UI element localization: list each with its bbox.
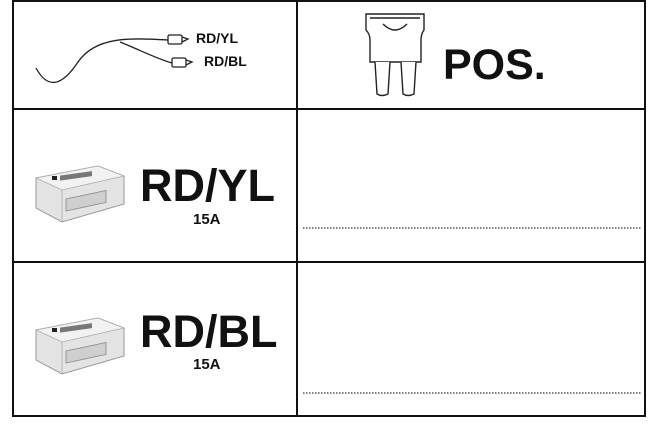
fuse-icon bbox=[365, 13, 425, 97]
fuse-rating: 15A bbox=[193, 356, 221, 373]
fuse-label: POS. bbox=[443, 41, 546, 89]
wire-icon bbox=[35, 34, 194, 84]
module-icon bbox=[34, 317, 126, 375]
module-icon bbox=[34, 165, 126, 223]
fuse-rating: 15A bbox=[193, 211, 221, 228]
module-label: RD/YL bbox=[140, 160, 275, 211]
wire-label: RD/BL bbox=[204, 53, 247, 69]
module-label: RD/BL bbox=[140, 306, 277, 357]
table-border bbox=[12, 0, 646, 417]
wire-label: RD/YL bbox=[196, 30, 238, 46]
